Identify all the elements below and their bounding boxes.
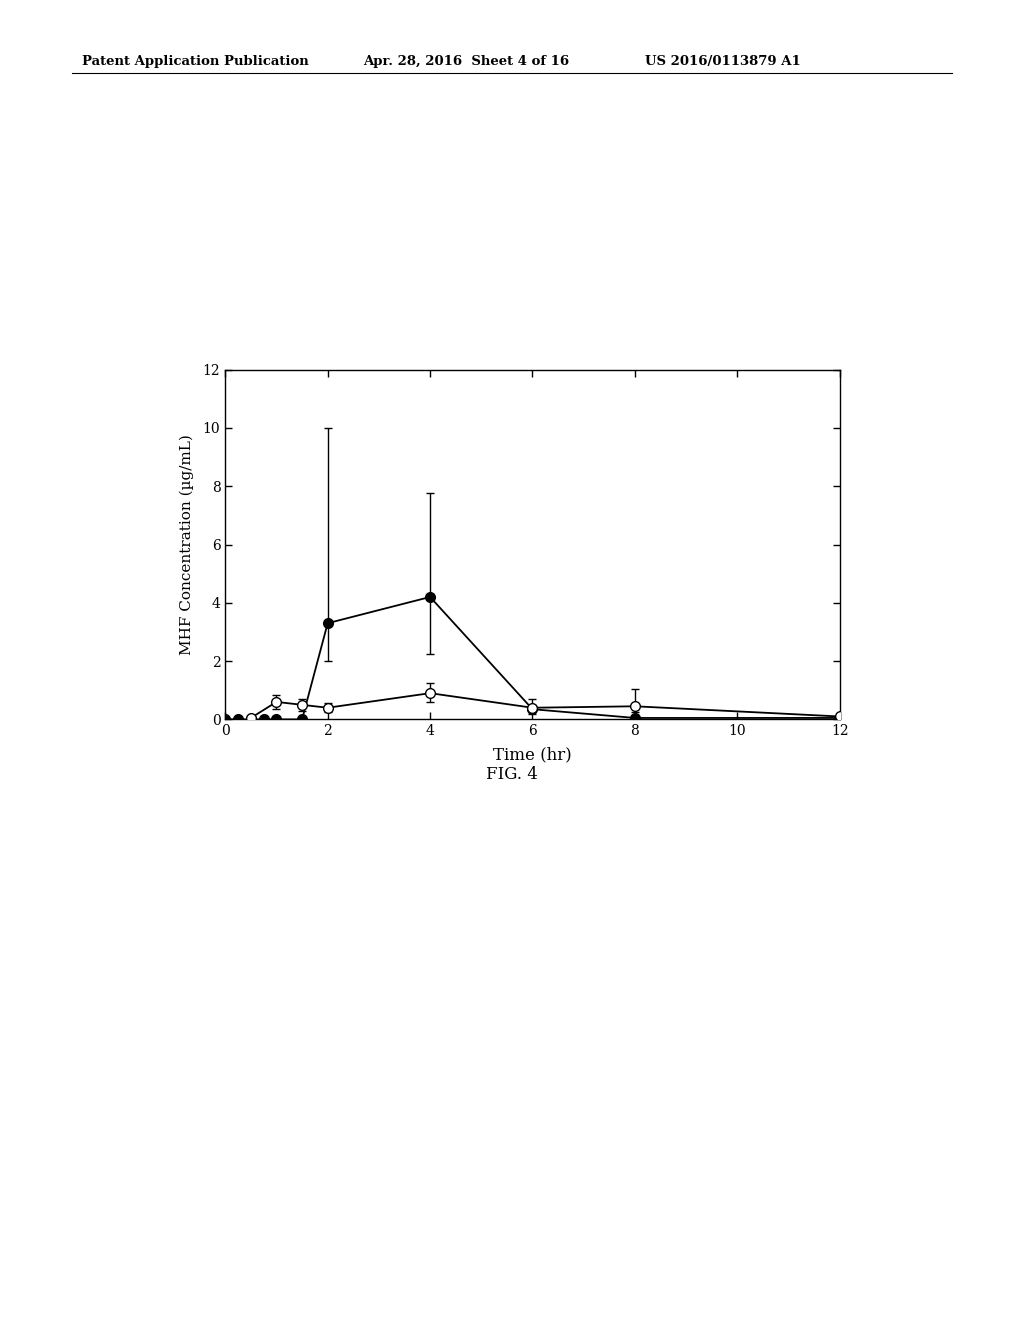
Text: US 2016/0113879 A1: US 2016/0113879 A1 (645, 55, 801, 69)
Text: Apr. 28, 2016  Sheet 4 of 16: Apr. 28, 2016 Sheet 4 of 16 (364, 55, 569, 69)
Text: Patent Application Publication: Patent Application Publication (82, 55, 308, 69)
Y-axis label: MHF Concentration (µg/mL): MHF Concentration (µg/mL) (180, 434, 195, 655)
Text: FIG. 4: FIG. 4 (486, 766, 538, 783)
X-axis label: Time (hr): Time (hr) (494, 747, 571, 763)
